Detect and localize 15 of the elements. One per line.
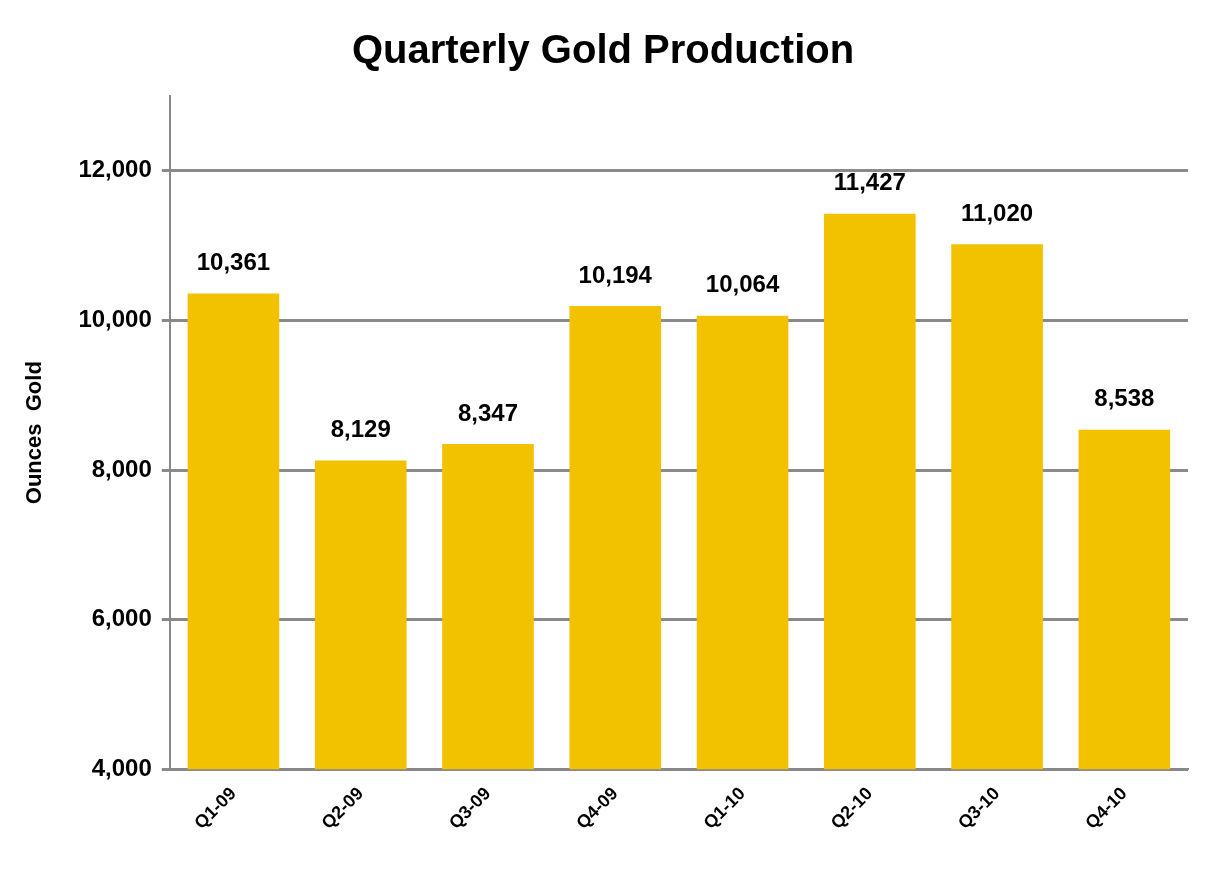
data-label: 10,194: [578, 260, 653, 288]
y-tick-label: 4,000: [91, 753, 152, 781]
data-label: 8,538: [1094, 384, 1155, 412]
y-tick-label: 8,000: [91, 454, 152, 482]
data-label: 8,347: [457, 398, 519, 426]
chart-title: Quarterly Gold Production: [351, 27, 855, 72]
data-label: 11,020: [961, 198, 1034, 226]
data-label: 11,427: [833, 168, 906, 196]
data-label: 8,129: [330, 415, 391, 443]
y-axis-title: Ounces Gold: [21, 361, 47, 505]
data-label: 10,064: [705, 270, 780, 298]
y-tick-label: 12,000: [78, 155, 152, 183]
y-tick-label: 6,000: [91, 604, 152, 632]
y-tick-label: 10,000: [78, 305, 152, 333]
data-label: 10,361: [196, 248, 271, 276]
